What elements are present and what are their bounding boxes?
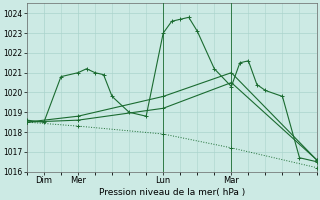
- X-axis label: Pression niveau de la mer( hPa ): Pression niveau de la mer( hPa ): [99, 188, 245, 197]
